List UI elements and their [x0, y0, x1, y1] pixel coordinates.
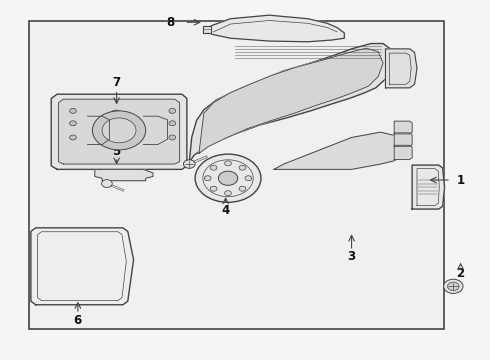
- Circle shape: [204, 176, 211, 181]
- Circle shape: [70, 121, 76, 126]
- Polygon shape: [394, 121, 412, 134]
- Circle shape: [169, 121, 176, 126]
- Circle shape: [102, 118, 136, 143]
- Polygon shape: [107, 107, 125, 122]
- Polygon shape: [204, 15, 344, 42]
- Circle shape: [93, 111, 146, 150]
- Polygon shape: [386, 49, 417, 88]
- Circle shape: [112, 128, 121, 135]
- Polygon shape: [58, 99, 180, 164]
- Polygon shape: [394, 133, 412, 146]
- Text: 1: 1: [457, 174, 465, 186]
- Circle shape: [239, 165, 246, 170]
- Circle shape: [245, 176, 252, 181]
- Circle shape: [447, 282, 459, 291]
- Polygon shape: [412, 165, 444, 209]
- Text: 6: 6: [74, 314, 82, 327]
- Text: 2: 2: [457, 267, 465, 280]
- Circle shape: [224, 161, 231, 166]
- Circle shape: [183, 160, 195, 168]
- Circle shape: [210, 186, 217, 191]
- Circle shape: [210, 165, 217, 170]
- Circle shape: [70, 135, 76, 140]
- Text: 8: 8: [166, 16, 174, 29]
- Text: 3: 3: [347, 250, 356, 263]
- Circle shape: [195, 154, 261, 202]
- Circle shape: [70, 108, 76, 113]
- Polygon shape: [274, 132, 397, 169]
- Polygon shape: [394, 145, 412, 159]
- Circle shape: [101, 180, 112, 188]
- Bar: [29, 21, 443, 329]
- Circle shape: [443, 279, 463, 293]
- Circle shape: [239, 186, 246, 191]
- Polygon shape: [51, 94, 187, 169]
- Circle shape: [224, 191, 231, 195]
- Circle shape: [169, 108, 176, 113]
- Text: 7: 7: [113, 76, 121, 89]
- Polygon shape: [31, 228, 134, 305]
- Text: 4: 4: [221, 204, 230, 217]
- Polygon shape: [95, 169, 153, 181]
- Text: 5: 5: [113, 145, 121, 158]
- Polygon shape: [199, 48, 383, 153]
- Polygon shape: [203, 26, 211, 33]
- Circle shape: [169, 135, 176, 140]
- Polygon shape: [189, 44, 393, 162]
- Circle shape: [219, 171, 238, 185]
